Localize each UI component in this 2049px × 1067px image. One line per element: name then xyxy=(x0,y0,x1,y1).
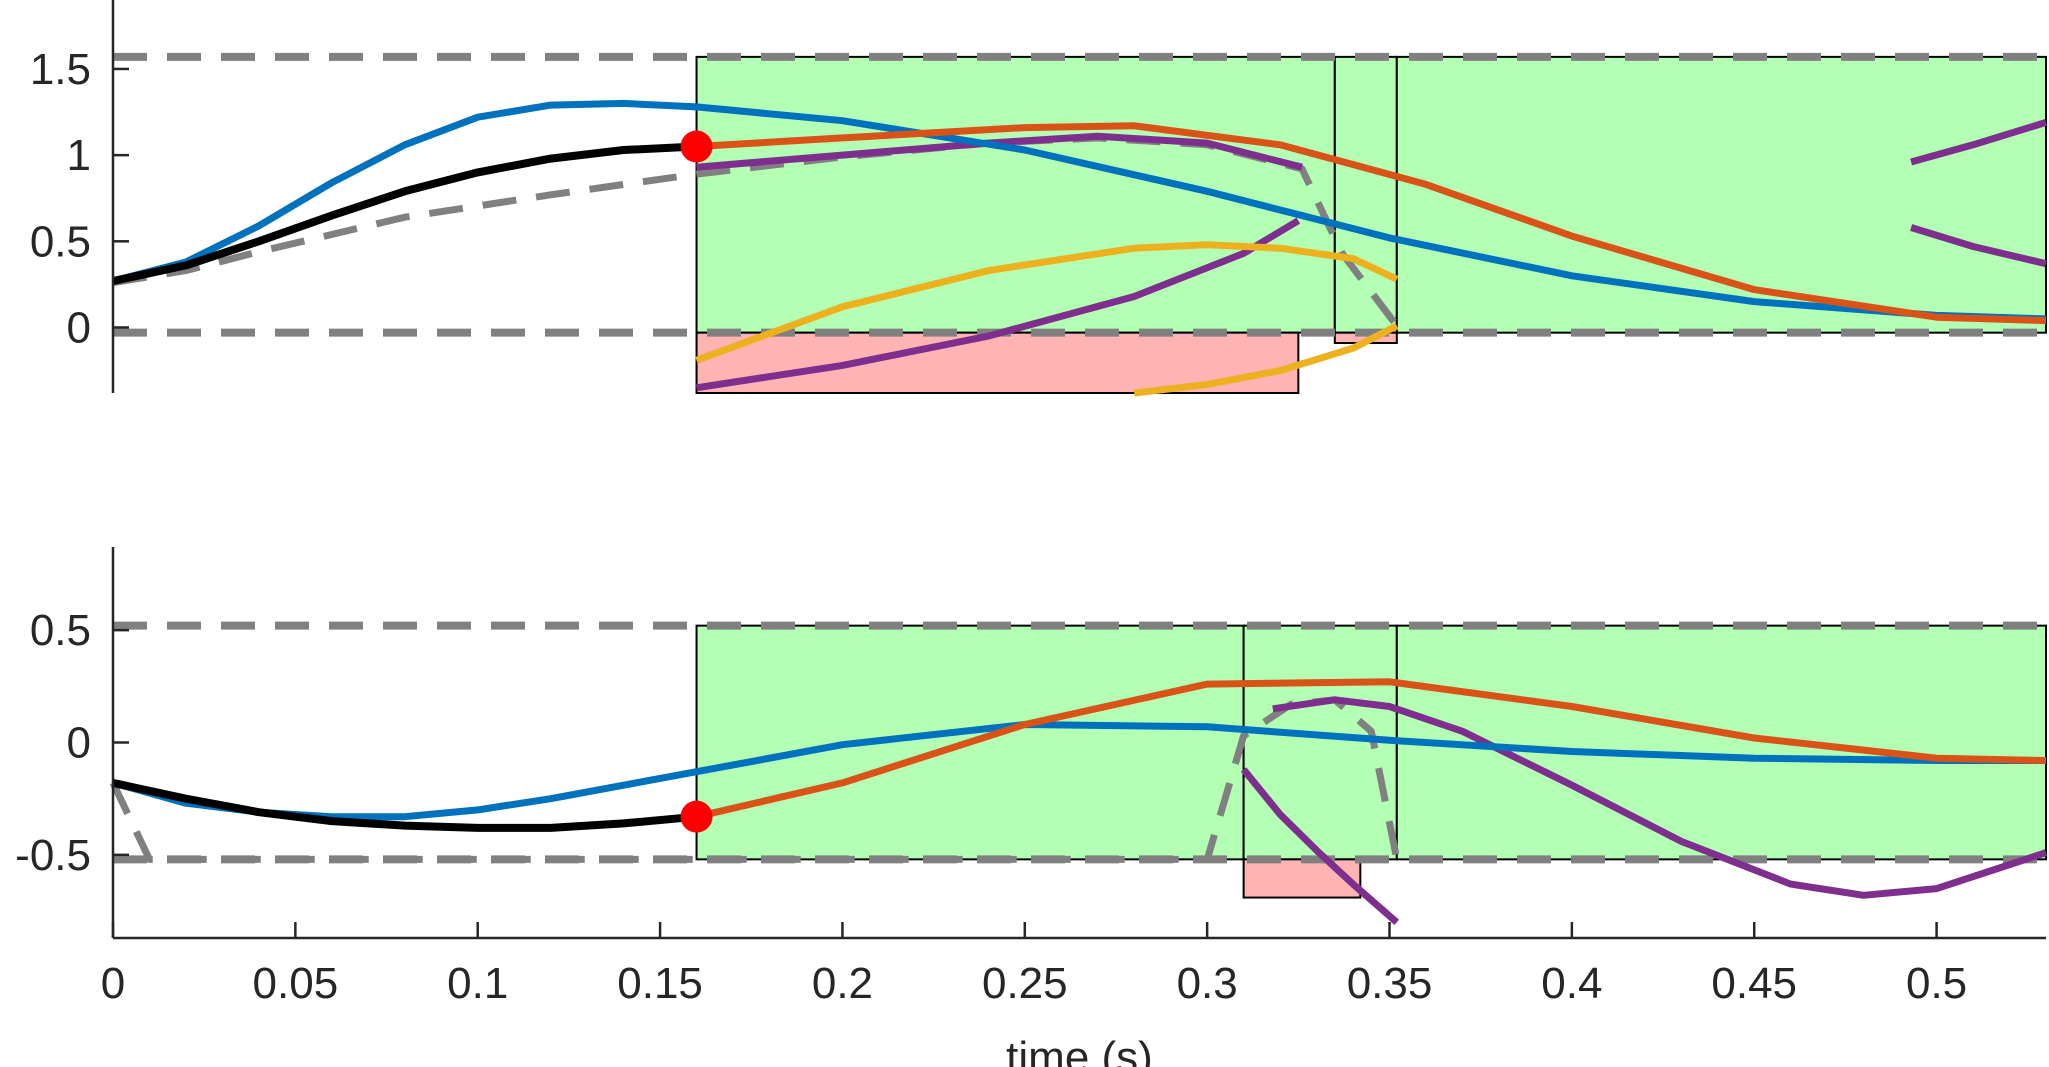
safe-region xyxy=(695,55,1336,334)
x-tick-label: 0.25 xyxy=(982,959,1068,1008)
bottom-series xyxy=(109,678,2048,925)
y-tick-label: 1 xyxy=(67,131,91,180)
x-tick-label: 0.45 xyxy=(1711,959,1797,1008)
safe-region xyxy=(1333,55,1398,334)
x-tick-label: 0.3 xyxy=(1177,959,1238,1008)
series-gray-dashed xyxy=(109,696,1401,863)
series-orange xyxy=(696,122,2047,325)
series-black xyxy=(112,142,697,285)
x-tick-label: 0.05 xyxy=(253,959,339,1008)
safe-region xyxy=(1395,624,2048,861)
series-gray-dashed xyxy=(112,134,1400,328)
series-black xyxy=(112,778,697,832)
top-regions xyxy=(113,52,2048,394)
x-axis-title: time (s) xyxy=(1006,1033,1153,1067)
x-tick-label: 0.35 xyxy=(1347,959,1433,1008)
x-tick-label: 0 xyxy=(101,959,125,1008)
series-purple-long xyxy=(1272,696,2048,899)
y-tick-label: 0 xyxy=(67,719,91,768)
y-tick-label: -0.5 xyxy=(15,831,91,880)
series-yellow-lower xyxy=(1133,322,1399,397)
switch-point-marker xyxy=(680,130,713,163)
safe-region xyxy=(1395,55,2048,334)
y-tick-label: 0.5 xyxy=(30,606,91,655)
switch-point-marker xyxy=(680,800,713,833)
series-purple-right-a xyxy=(1910,119,2048,166)
y-tick-label: 0 xyxy=(67,304,91,353)
x-tick-label: 0.5 xyxy=(1906,959,1967,1008)
series-blue xyxy=(112,99,2047,323)
series-purple-right-b xyxy=(1910,224,2047,268)
series-purple xyxy=(1240,767,1400,925)
top-series xyxy=(112,99,2048,397)
top-panel: 0 0.5 1 1.5 xyxy=(30,0,2048,397)
series-purple-upper xyxy=(696,132,1303,171)
y-tick-label: 1.5 xyxy=(30,45,91,94)
series-yellow xyxy=(695,241,1399,364)
y-tick-label: 0.5 xyxy=(30,217,91,266)
x-tick-label: 0.1 xyxy=(447,959,508,1008)
top-axes: 0 0.5 1 1.5 xyxy=(30,0,129,393)
x-tick-label: 0.15 xyxy=(617,959,703,1008)
x-tick-label: 0.2 xyxy=(812,959,873,1008)
series-orange xyxy=(695,678,2047,821)
x-tick-label: 0.4 xyxy=(1541,959,1602,1008)
bottom-panel: -0.5 0 0.5 0 0.05 0.1 0.15 0.2 0.25 0.3 0.35 0.4 0.4… xyxy=(15,547,2048,1008)
bottom-axes: -0.5 0 0.5 0 0.05 0.1 0.15 0.2 0.25 0.3 0.35 0.4 0.4… xyxy=(15,547,2046,1008)
